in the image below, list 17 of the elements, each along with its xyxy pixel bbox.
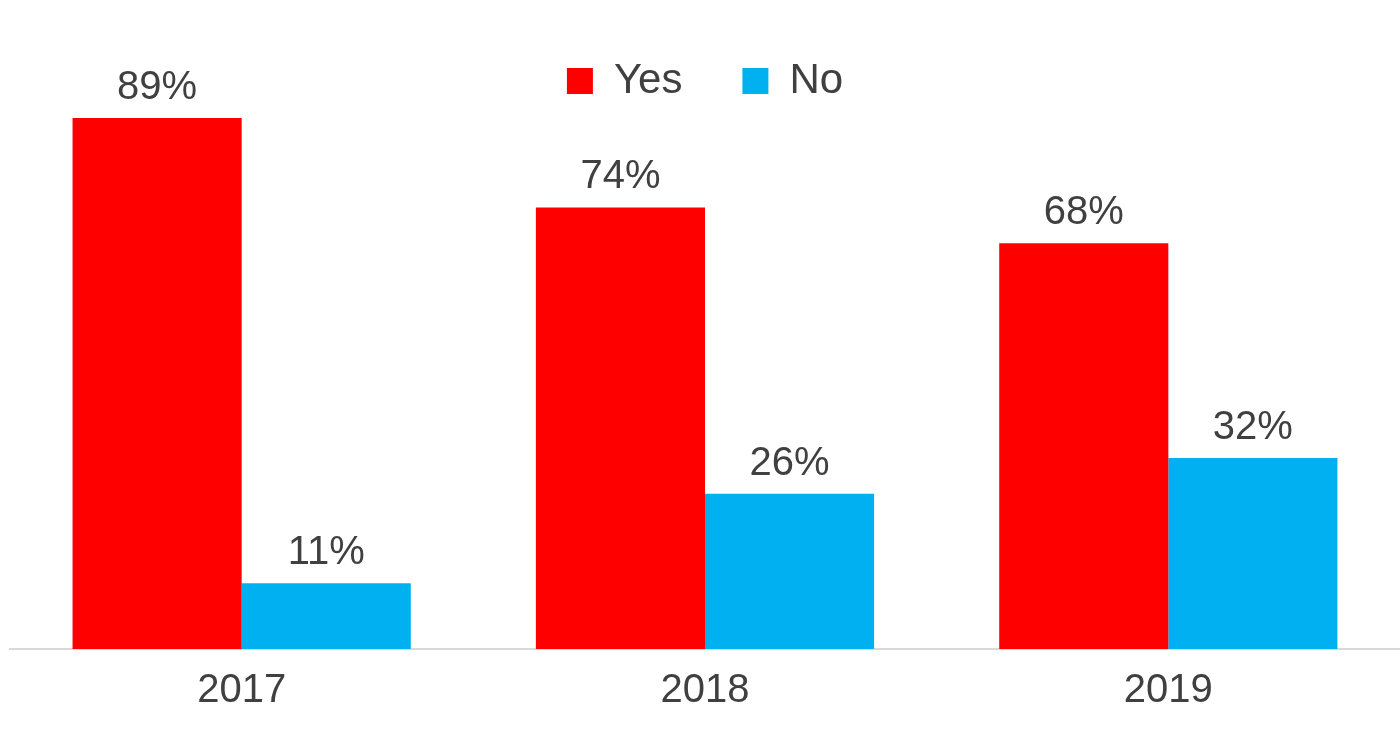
- data-label: 26%: [749, 438, 830, 483]
- x-tick-label: 2018: [660, 666, 750, 711]
- data-label: 74%: [580, 152, 661, 197]
- bar: [72, 117, 242, 649]
- bar: [999, 243, 1169, 649]
- bar: [241, 583, 411, 649]
- x-tick-label: 2017: [197, 666, 287, 711]
- bar: [1168, 458, 1338, 649]
- data-label: 68%: [1043, 188, 1124, 233]
- bar: [705, 493, 875, 649]
- bar: [535, 207, 705, 649]
- data-label: 11%: [287, 528, 365, 573]
- legend-label: Yes: [613, 54, 683, 102]
- data-label: 32%: [1212, 403, 1293, 448]
- x-tick-label: 2019: [1123, 666, 1213, 711]
- data-label: 89%: [117, 63, 198, 107]
- legend-label: No: [789, 54, 844, 102]
